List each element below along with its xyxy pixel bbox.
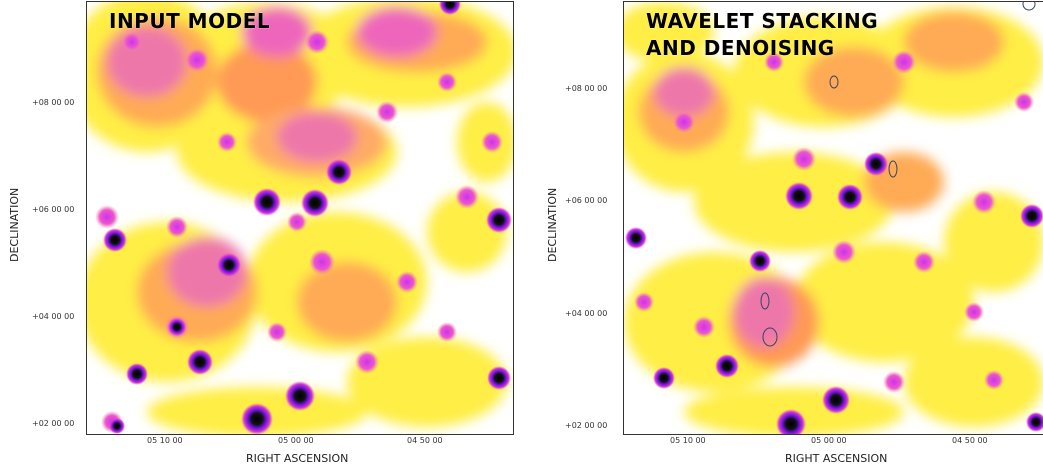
right-panel: WAVELET STACKING AND DENOISING +08 00 00… (520, 0, 1043, 469)
right-x-axis-label: RIGHT ASCENSION (785, 452, 888, 465)
left-panel: INPUT MODEL +08 00 00 +06 00 00 +04 00 0… (0, 0, 520, 469)
left-panel-title: INPUT MODEL (109, 9, 271, 33)
right-compact-sources (625, 50, 1043, 434)
right-diffuse-emission (624, 2, 1043, 434)
left-y-tick-3: +02 00 00 (32, 419, 75, 428)
left-y-tick-2: +04 00 00 (32, 312, 75, 321)
left-y-tick-1: +06 00 00 (32, 205, 75, 214)
left-y-axis-label: DECLINATION (8, 187, 21, 262)
right-y-tick-1: +06 00 00 (565, 196, 608, 205)
right-y-tick-2: +04 00 00 (565, 309, 608, 318)
right-x-tick-0: 05 10 00 (670, 436, 706, 445)
right-y-axis-label: DECLINATION (546, 187, 559, 262)
right-x-tick-2: 04 50 00 (952, 436, 988, 445)
left-x-tick-0: 05 10 00 (147, 436, 183, 445)
right-x-tick-1: 05 00 00 (811, 436, 847, 445)
right-y-tick-0: +08 00 00 (565, 84, 608, 93)
left-y-tick-0: +08 00 00 (32, 98, 75, 107)
left-sky-map (87, 2, 513, 434)
left-image-frame: INPUT MODEL (86, 1, 514, 435)
left-x-tick-1: 05 00 00 (278, 436, 314, 445)
right-panel-title-line2: AND DENOISING (646, 36, 835, 60)
right-panel-title-line1: WAVELET STACKING (646, 9, 879, 33)
left-compact-sources (95, 2, 512, 434)
right-image-frame: WAVELET STACKING AND DENOISING (623, 1, 1043, 435)
right-y-tick-3: +02 00 00 (565, 421, 608, 430)
left-x-axis-label: RIGHT ASCENSION (246, 452, 349, 465)
right-contours (760, 2, 1036, 347)
right-sky-map (624, 2, 1043, 434)
left-x-tick-2: 04 50 00 (407, 436, 443, 445)
